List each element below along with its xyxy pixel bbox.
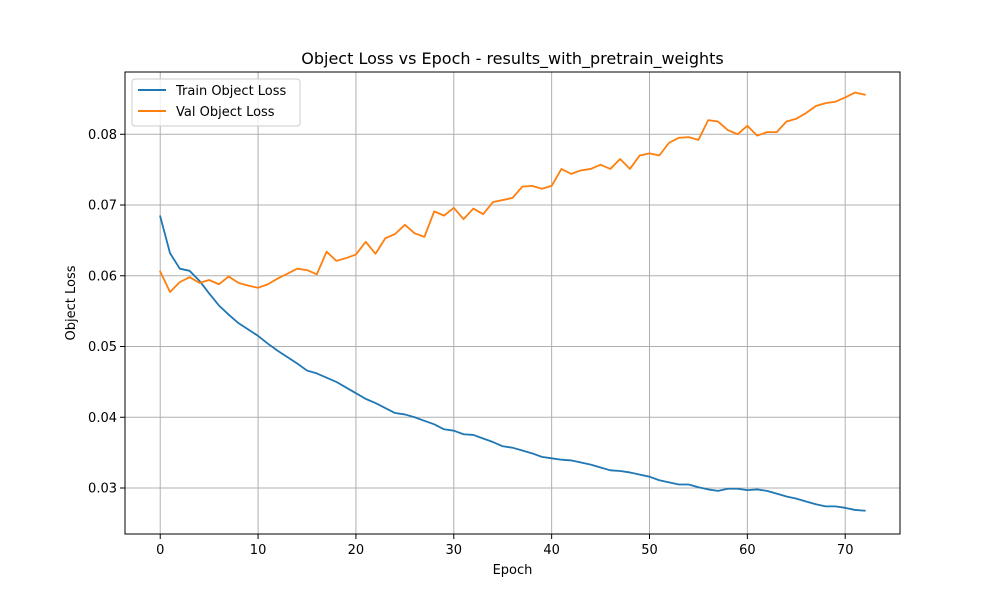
y-tick-label: 0.08 <box>88 128 117 143</box>
series-line-val <box>159 91 866 293</box>
x-tick-label: 30 <box>446 543 463 558</box>
y-tick-label: 0.05 <box>88 340 117 355</box>
y-tick-label: 0.07 <box>88 199 117 214</box>
x-tick-label: 10 <box>250 543 267 558</box>
plot-frame <box>124 71 901 535</box>
y-tick-label: 0.03 <box>88 482 117 497</box>
legend-label-train: Train Object Loss <box>175 84 287 99</box>
y-axis-label: Object Loss <box>64 265 79 340</box>
x-axis: 0 10 20 30 40 50 60 70 <box>156 534 853 558</box>
x-tick-label: 50 <box>641 543 658 558</box>
x-tick-label: 0 <box>156 543 164 558</box>
legend: Train Object Loss Val Object Loss <box>131 78 301 127</box>
x-tick-label: 20 <box>348 543 365 558</box>
legend-box <box>131 78 301 127</box>
legend-label-val: Val Object Loss <box>176 105 275 120</box>
x-axis-label: Epoch <box>493 563 533 578</box>
x-tick-label: 60 <box>739 543 756 558</box>
series-line-train <box>159 215 866 512</box>
x-tick-label: 40 <box>543 543 560 558</box>
y-tick-label: 0.06 <box>88 269 117 284</box>
chart-title: Object Loss vs Epoch - results_with_pret… <box>301 49 724 69</box>
series-layer <box>159 91 866 512</box>
y-tick-label: 0.04 <box>88 411 117 426</box>
x-tick-label: 70 <box>837 543 854 558</box>
grid <box>125 72 900 534</box>
y-axis: 0.03 0.04 0.05 0.06 0.07 0.08 <box>88 128 125 497</box>
